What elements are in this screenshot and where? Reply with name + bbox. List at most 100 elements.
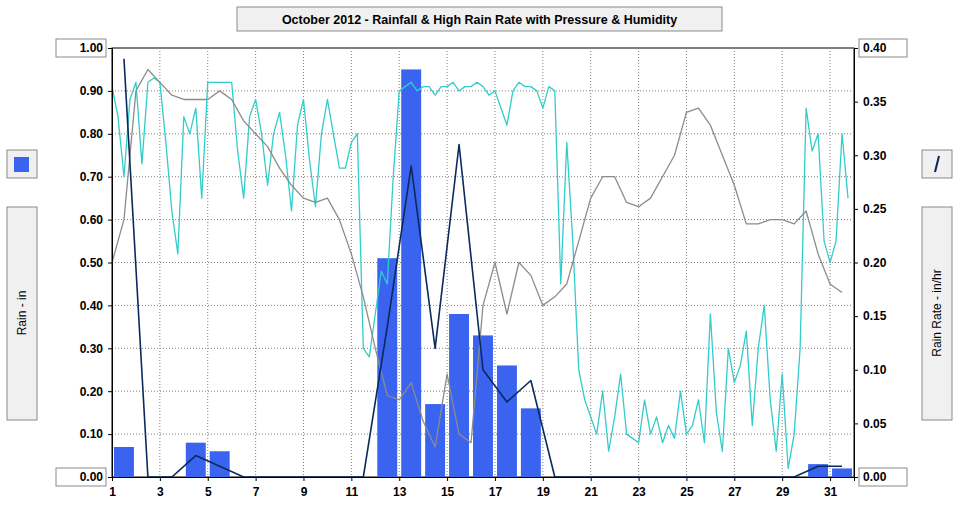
tick: 0.30 xyxy=(854,149,887,163)
tick-mark xyxy=(112,477,113,481)
y2-axis-title: Rain Rate - in/hr xyxy=(930,269,944,356)
label-box xyxy=(859,39,907,57)
label-box xyxy=(859,468,907,486)
label-box xyxy=(56,468,106,486)
y-axis-line xyxy=(108,49,113,478)
line xyxy=(112,78,848,468)
grid-line xyxy=(112,133,854,134)
tick-mark xyxy=(160,477,161,481)
plot-marks xyxy=(112,59,852,477)
tick-label: 13 xyxy=(393,485,407,499)
grid xyxy=(112,48,854,477)
tick: 0.15 xyxy=(854,309,887,323)
tick-label: 0.40 xyxy=(863,41,887,55)
tick: 1 xyxy=(109,477,116,499)
tick: 23 xyxy=(632,477,646,499)
grid-line xyxy=(638,48,639,477)
tick-mark xyxy=(108,220,112,221)
axis-title-box xyxy=(922,207,952,420)
tick: 0.50 xyxy=(80,256,112,270)
tick: 0.10 xyxy=(80,427,112,441)
y2-axis: 0.00 0.05 0.10 0.15 0.20 0.25 0.30 0.35 0.40 xyxy=(854,41,887,484)
tick-label: 15 xyxy=(441,485,455,499)
tick-mark xyxy=(108,177,112,178)
tick-label: 9 xyxy=(301,485,308,499)
y-axis-title: Rain - in xyxy=(15,291,29,336)
end-label-boxes xyxy=(56,39,907,486)
bar xyxy=(114,447,134,477)
tick-label: 0.00 xyxy=(80,470,104,484)
tick: 1.00 xyxy=(80,41,112,55)
grid-line xyxy=(447,48,448,477)
tick-label: 1.00 xyxy=(80,41,104,55)
tick-mark xyxy=(208,477,209,481)
grid-line xyxy=(255,48,256,477)
tick-label: 29 xyxy=(776,485,790,499)
tick-label: 17 xyxy=(489,485,503,499)
tick-label: 0.10 xyxy=(863,363,887,377)
tick-label: 0.00 xyxy=(863,470,887,484)
legend-swatch xyxy=(14,157,29,172)
tick-mark xyxy=(734,477,735,481)
tick-label: 0.20 xyxy=(863,256,887,270)
tick-mark xyxy=(108,91,112,92)
tick-mark xyxy=(854,209,858,210)
chart: October 2012 - Rainfall & High Rain Rate… xyxy=(0,0,959,509)
tick: 0.00 xyxy=(80,470,112,484)
tick-mark xyxy=(108,305,112,306)
tick-label: 21 xyxy=(585,485,599,499)
tick-label: 19 xyxy=(537,485,551,499)
tick-mark xyxy=(854,102,858,103)
tick-mark xyxy=(108,391,112,392)
tick-label: 0.35 xyxy=(863,95,887,109)
tick-label: 0.30 xyxy=(80,342,104,356)
grid-line xyxy=(112,176,854,177)
tick: 0.90 xyxy=(80,84,112,98)
legend-box xyxy=(7,150,37,178)
grid-line xyxy=(351,48,352,477)
tick-mark xyxy=(854,48,858,49)
tick-label: 0.25 xyxy=(863,202,887,216)
tick: 0.05 xyxy=(854,417,887,431)
tick-mark xyxy=(854,370,858,371)
tick-mark xyxy=(108,434,112,435)
tick: 9 xyxy=(301,477,308,499)
bar xyxy=(521,408,541,477)
tick: 3 xyxy=(157,477,164,499)
tick-label: 23 xyxy=(632,485,646,499)
grid-line xyxy=(782,48,783,477)
tick-label: 0.15 xyxy=(863,309,887,323)
tick-mark xyxy=(351,477,352,481)
tick-mark xyxy=(108,48,112,49)
legend-box xyxy=(922,150,952,178)
tick-mark xyxy=(256,477,257,481)
tick-mark xyxy=(543,477,544,481)
tick: 31 xyxy=(824,477,838,499)
grid-line xyxy=(399,48,400,477)
tick: 0.30 xyxy=(80,342,112,356)
tick: 25 xyxy=(680,477,694,499)
tick-label: 0.90 xyxy=(80,84,104,98)
grid-line xyxy=(159,48,160,477)
bar xyxy=(497,365,517,477)
grid-line xyxy=(112,90,854,91)
x-axis-line xyxy=(113,478,855,482)
title: October 2012 - Rainfall & High Rain Rate… xyxy=(282,13,677,27)
tick: 0.10 xyxy=(854,363,887,377)
tick-mark xyxy=(830,477,831,481)
tick: 15 xyxy=(441,477,455,499)
tick-mark xyxy=(639,477,640,481)
tick: 13 xyxy=(393,477,407,499)
bar xyxy=(449,314,469,477)
label-box xyxy=(56,39,106,57)
tick-mark xyxy=(686,477,687,481)
tick: 27 xyxy=(728,477,742,499)
tick: 5 xyxy=(205,477,212,499)
tick-mark xyxy=(591,477,592,481)
tick: 0.40 xyxy=(80,299,112,313)
tick-label: 0.80 xyxy=(80,127,104,141)
tick-mark xyxy=(854,263,858,264)
tick-label: 27 xyxy=(728,485,742,499)
tick-label: 31 xyxy=(824,485,838,499)
tick: 21 xyxy=(585,477,599,499)
